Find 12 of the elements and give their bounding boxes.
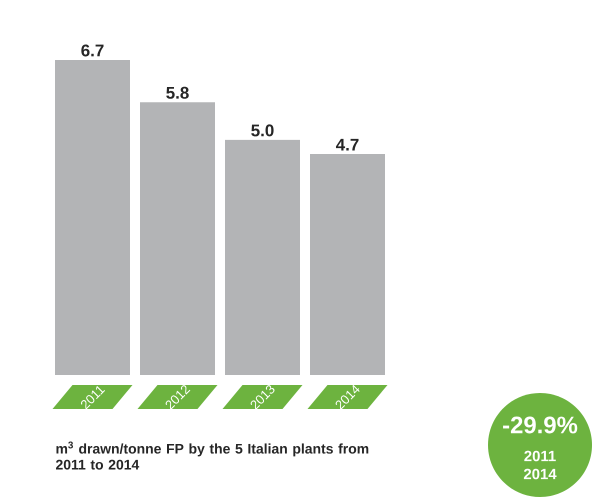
text: 2011 [524,450,556,462]
bar [310,154,386,375]
text: -29.9% [503,416,578,434]
data-label: 5.0 [251,124,274,136]
data-label: 5.8 [166,86,189,99]
bar [140,102,216,375]
text: m$^{3}$ drawn/tonne FP by the 5 Italian plants from 2011 to 2014 [56,442,368,470]
data-label: 6.7 [81,44,104,56]
bar [55,60,130,375]
data-label: 4.7 [336,138,359,151]
bar [225,140,300,375]
text: 2014 [524,468,557,480]
